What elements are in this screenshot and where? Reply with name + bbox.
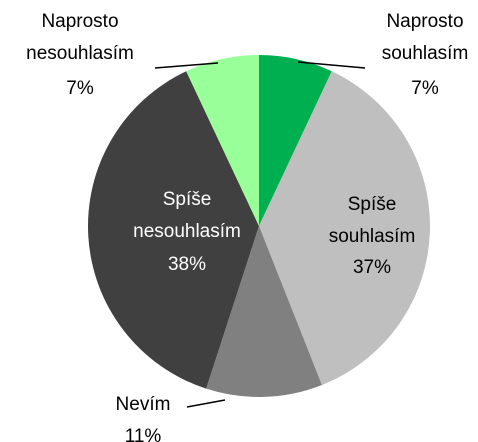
slice-label: Spíše nesouhlasím <box>133 189 241 242</box>
slice-value-label: 38% <box>167 254 207 275</box>
leader-line <box>154 62 219 69</box>
slice-value-label: 7% <box>411 78 439 99</box>
pie-slice <box>186 55 259 226</box>
leader-line <box>186 399 226 408</box>
slice-value-label: 7% <box>66 78 94 99</box>
pie-slice <box>206 226 322 397</box>
slice-label: Naprosto nesouhlasím <box>26 11 134 64</box>
slice-label: Naprosto souhlasím <box>381 11 469 64</box>
slice-value-label: 37% <box>352 257 392 278</box>
pie-slice <box>87 71 260 389</box>
slice-label: Nevím <box>115 394 171 415</box>
pie-slice <box>259 71 431 385</box>
slice-label: Spíše souhlasím <box>328 194 416 247</box>
slice-value-label: 11% <box>124 426 162 442</box>
leader-line <box>297 61 366 69</box>
pie-slice <box>259 55 332 226</box>
